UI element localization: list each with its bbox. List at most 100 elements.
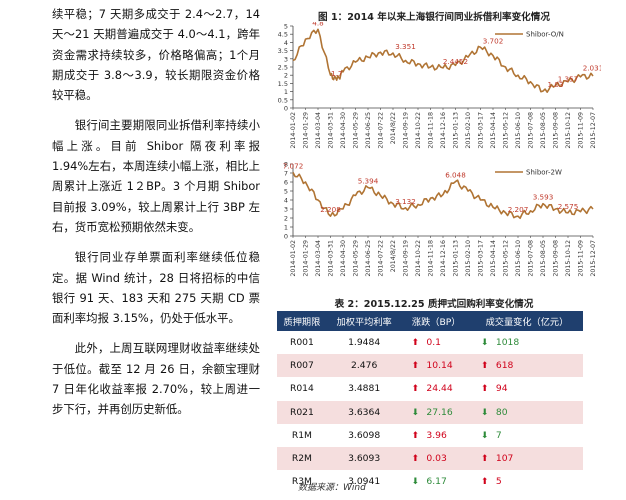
cell-volume: ⬆ 5 [470,470,583,494]
data-label: 3.351 [395,42,416,51]
arrow-down-icon: ⬇ [411,407,420,418]
cell-value: 618 [492,360,514,372]
y-tick-label: 3 [284,55,288,63]
figure1-title: 图 1：2014 年以来上海银行间同业拆借利率变化情况 [318,12,550,23]
x-tick-label: 2015-08-05 [540,112,547,149]
cell-change: ⬆ 10.14 [401,354,471,378]
arrow-up-icon: ⬆ [480,384,489,395]
y-tick-label: 7 [284,170,288,178]
y-tick-label: 8 [284,161,288,169]
series-line [292,171,594,220]
x-tick-label: 2014-12-16 [440,240,447,277]
arrow-up-icon: ⬆ [411,430,420,441]
series-line [292,28,594,94]
x-tick-label: 2015-09-08 [553,112,560,149]
legend-label: Shibor-2W [526,169,562,177]
data-label: 6.048 [445,171,466,180]
x-tick-label: 2015-01-13 [453,112,460,149]
y-tick-label: 2 [284,72,288,80]
x-tick-label: 2015-09-08 [553,240,560,277]
cell-volume: ⬆ 94 [470,377,583,401]
data-label: 2.575 [558,202,579,211]
x-tick-label: 2014-12-16 [440,112,447,149]
header-rate: 加权平均利率 [326,311,402,331]
x-tick-label: 2014-03-31 [328,112,335,149]
arrow-up-icon: ⬆ [411,454,420,465]
cell-volume: ⬇ 7 [470,423,583,447]
y-tick-label: 4 [284,39,288,47]
x-tick-label: 2015-12-07 [590,240,597,277]
cell-value: 80 [492,406,508,418]
table-row: R2M 3.6093 ⬆ 0.03 ⬆ 107 [277,446,583,471]
header-change: 涨跌（BP） [401,311,471,331]
cell-rate: 1.9484 [326,331,402,355]
cell-volume: ⬇ 80 [470,400,583,424]
arrow-up-icon: ⬆ [411,384,420,395]
cell-change: ⬆ 24.44 [401,377,471,401]
legend: Shibor-2W [495,169,562,177]
cell-change: ⬆ 0.1 [401,331,471,355]
y-tick-label: 3.5 [278,47,288,55]
table-row: R1M 3.6098 ⬆ 3.96 ⬇ 7 [277,423,583,447]
arrow-up-icon: ⬆ [480,454,489,465]
cell-change: ⬇ 6.17 [401,470,471,494]
x-tick-label: 2015-01-13 [453,240,460,277]
x-tick-label: 2015-10-12 [565,112,572,149]
data-label: 3.593 [533,193,554,202]
data-source: 数据来源：Wind [298,483,366,493]
cell-rate: 2.476 [326,354,402,378]
cell-change: ⬆ 3.96 [401,423,471,447]
x-tick-label: 2014-07-22 [378,240,385,277]
arrow-down-icon: ⬇ [480,338,489,349]
cell-term: R2M [277,446,327,471]
y-tick-label: 1 [284,224,288,232]
cell-value: 0.03 [423,453,447,465]
shibor-on-chart: 00.511.522.533.544.55 2014-01-02 2014-01-2… [278,22,601,149]
y-tick-label: 0 [284,105,288,113]
x-tick-label: 2015-10-12 [565,240,572,277]
data-label: 7.072 [283,161,304,170]
table-row: R014 3.4881 ⬆ 24.44 ⬆ 94 [277,377,583,401]
x-tick-label: 2014-03-31 [328,240,335,277]
x-tick-label: 2014-03-04 [315,240,322,277]
data-label: 3.702 [483,36,504,45]
x-tick-label: 2014-01-02 [290,240,297,277]
x-tick-label: 2015-07-08 [528,112,535,149]
data-label: 1.03 [547,80,563,89]
y-tick-label: 1.5 [278,80,288,88]
data-label: 2.031 [583,64,601,73]
x-tick-label: 2014-05-29 [353,240,360,277]
table-row: R021 3.6364 ⬇ 27.16 ⬇ 80 [277,400,583,424]
table-row: R3M 3.0941 ⬇ 6.17 ⬆ 5 [277,470,583,494]
repo-rate-table: 质押期限 加权平均利率 涨跌（BP） 成交量变化（亿元） R001 1.9484 ⬆… [277,311,583,494]
y-tick-label: 6 [284,179,288,187]
data-label: 3.132 [395,197,416,206]
cell-rate: 3.6098 [326,423,402,447]
y-tick-label: 2.5 [278,64,288,72]
cell-value: 1018 [492,337,520,349]
arrow-up-icon: ⬆ [480,477,489,488]
y-tick-label: 4 [284,197,288,205]
x-tick-label: 2015-05-12 [503,112,510,149]
cell-volume: ⬆ 618 [470,354,583,378]
x-tick-label: 2014-04-30 [340,240,347,277]
x-tick-label: 2014/8/22 [390,112,397,144]
data-label: 1.7 [331,69,342,78]
cell-value: 10.14 [423,360,453,372]
x-tick-label: 2014/8/22 [390,240,397,272]
cell-value: 5 [492,476,502,488]
x-tick-label: 2014-11-18 [428,240,435,277]
paragraph-4: 此外，上周互联网理财收益率继续处于低位。截至 12 月 26 日，余额宝理财 7… [52,341,260,417]
cell-volume: ⬆ 107 [470,446,583,471]
x-tick-label: 2015-05-12 [503,240,510,277]
cell-value: 94 [492,383,508,395]
cell-volume: ⬇ 1018 [470,331,583,355]
paragraph-1: 续平稳；7 天期多成交于 2.4～2.7，14 天～21 天期普遍成交于 4.0… [52,7,260,103]
table2-title: 表 2：2015.12.25 质押式回购利率变化情况 [334,299,534,310]
cell-value: 24.44 [423,383,453,395]
header-term: 质押期限 [277,311,327,331]
arrow-up-icon: ⬆ [411,361,420,372]
data-label: 2.207 [508,205,529,214]
y-tick-label: 0.5 [278,96,288,104]
cell-value: 7 [492,429,502,441]
